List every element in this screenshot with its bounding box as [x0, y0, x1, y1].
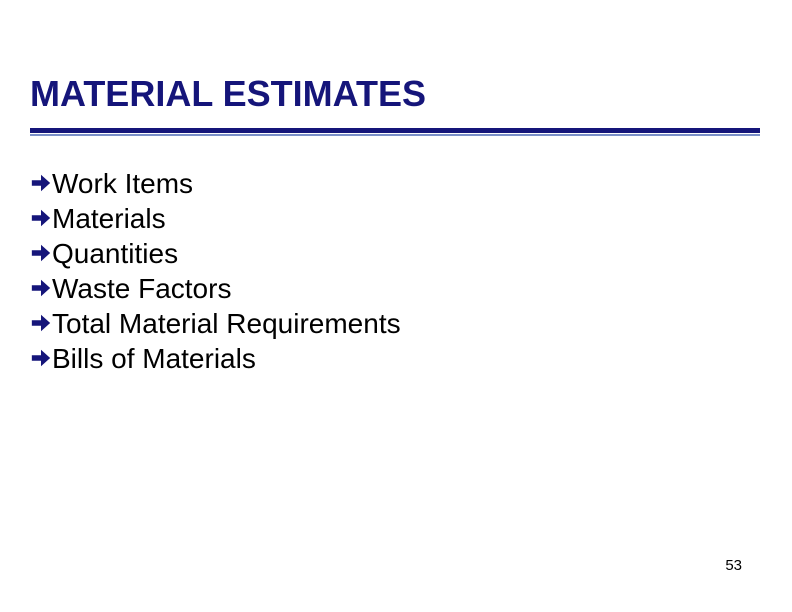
arrow-icon: [30, 312, 52, 334]
title-divider: [30, 128, 760, 136]
bullet-text: Work Items: [52, 166, 193, 201]
bullet-item: Total Material Requirements: [30, 306, 762, 341]
arrow-icon: [30, 207, 52, 229]
bullet-item: Quantities: [30, 236, 762, 271]
bullet-text: Bills of Materials: [52, 341, 256, 376]
bullet-text: Quantities: [52, 236, 178, 271]
bullet-item: Materials: [30, 201, 762, 236]
bullet-list: Work ItemsMaterialsQuantitiesWaste Facto…: [30, 166, 762, 376]
arrow-icon: [30, 347, 52, 369]
divider-thin: [30, 134, 760, 136]
bullet-text: Materials: [52, 201, 166, 236]
bullet-item: Waste Factors: [30, 271, 762, 306]
bullet-text: Total Material Requirements: [52, 306, 401, 341]
arrow-icon: [30, 277, 52, 299]
slide: MATERIAL ESTIMATES Work ItemsMaterialsQu…: [0, 0, 792, 612]
bullet-item: Work Items: [30, 166, 762, 201]
page-number: 53: [725, 557, 742, 574]
bullet-text: Waste Factors: [52, 271, 231, 306]
slide-title: MATERIAL ESTIMATES: [30, 74, 762, 114]
divider-thick: [30, 128, 760, 133]
arrow-icon: [30, 242, 52, 264]
arrow-icon: [30, 172, 52, 194]
bullet-item: Bills of Materials: [30, 341, 762, 376]
